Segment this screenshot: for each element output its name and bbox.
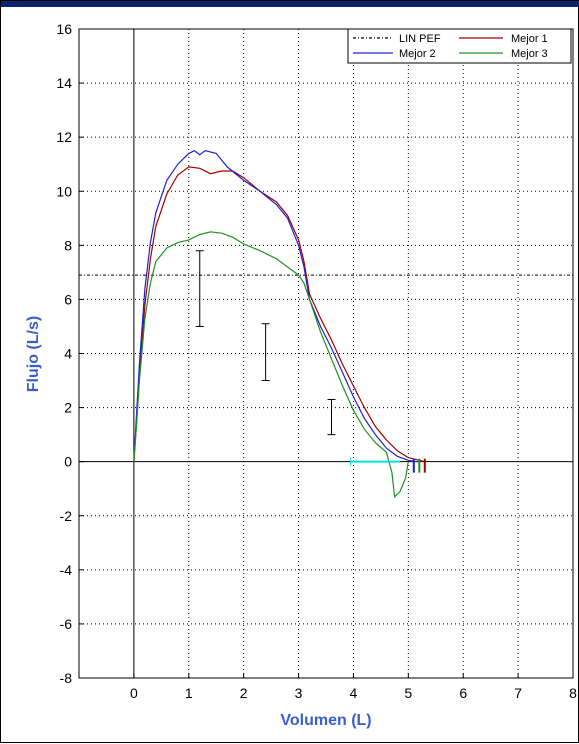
y-tick-label: -6 — [60, 616, 73, 632]
y-tick-label: 6 — [64, 291, 72, 307]
y-ticks: -8 -6 -4 -2 0 2 4 6 8 10 12 14 16 — [56, 21, 84, 686]
legend-label: Mejor 3 — [511, 48, 548, 60]
legend-label: LIN PEF — [399, 33, 441, 45]
legend-label: Mejor 1 — [511, 33, 548, 45]
error-bars — [195, 250, 336, 436]
y-tick-label: 0 — [64, 454, 72, 470]
x-tick-label: 8 — [569, 685, 577, 701]
grid — [79, 29, 573, 678]
x-tick-label: 7 — [514, 685, 522, 701]
x-ticks: 0 1 2 3 4 5 6 7 8 — [130, 673, 577, 701]
end-markers — [350, 457, 426, 473]
x-tick-label: 0 — [130, 685, 138, 701]
y-tick-label: 16 — [56, 21, 72, 37]
x-tick-label: 1 — [185, 685, 193, 701]
series-mejor-2 — [133, 150, 417, 463]
y-tick-label: 2 — [64, 400, 72, 416]
legend-box — [347, 28, 572, 64]
series-mejor-1 — [133, 166, 425, 463]
plot-area — [78, 28, 574, 679]
y-tick-label: -8 — [60, 670, 73, 686]
axes — [79, 29, 573, 678]
y-tick-label: 12 — [56, 129, 72, 145]
x-tick-label: 6 — [459, 685, 467, 701]
x-tick-label: 2 — [240, 685, 248, 701]
y-tick-label: -4 — [60, 562, 73, 578]
legend-label: Mejor 2 — [399, 48, 436, 60]
y-tick-label: 14 — [56, 75, 72, 91]
series-lines — [79, 150, 573, 499]
x-axis-label: Volumen (L) — [280, 712, 371, 729]
x-tick-label: 3 — [295, 685, 303, 701]
y-tick-label: 8 — [64, 237, 72, 253]
y-axis-label: Flujo (L/s) — [25, 316, 42, 392]
y-tick-label: -2 — [60, 508, 73, 524]
series-mejor-3 — [133, 231, 409, 499]
y-tick-label: 4 — [64, 346, 72, 362]
legend: LIN PEF Mejor 1 Mejor 2 Mejor 3 — [347, 28, 572, 64]
window-top-bar — [1, 1, 579, 7]
y-tick-label: 10 — [56, 183, 72, 199]
x-tick-label: 4 — [350, 685, 358, 701]
x-tick-label: 5 — [404, 685, 412, 701]
